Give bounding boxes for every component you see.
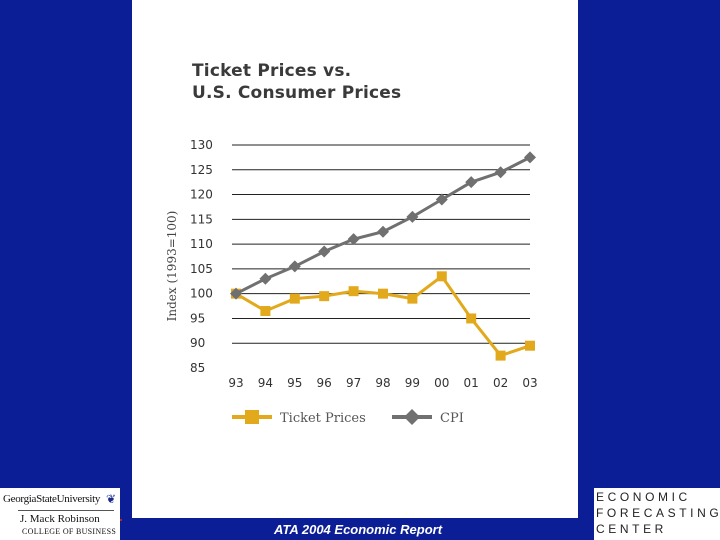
legend-marker: [404, 409, 420, 425]
legend-label: Ticket Prices: [280, 411, 366, 426]
y-tick-label: 95: [190, 311, 205, 325]
y-tick-label: 90: [190, 336, 205, 350]
y-tick-label: 100: [190, 287, 213, 301]
logo-line-economic: ECONOMIC: [596, 490, 691, 504]
chart-title: Ticket Prices vs. U.S. Consumer Prices: [192, 60, 401, 104]
data-point-ticket-prices: [289, 293, 300, 304]
x-tick-label: 99: [405, 376, 420, 390]
footer-bar: [122, 518, 594, 540]
logo-line-forecasting: FORECASTING: [596, 506, 720, 520]
x-tick-label: 00: [434, 376, 449, 390]
logo-divider: [18, 510, 114, 511]
data-point-ticket-prices: [407, 293, 418, 304]
data-point-cpi: [288, 260, 301, 273]
x-tick-label: 97: [346, 376, 361, 390]
data-point-cpi: [465, 176, 478, 189]
y-axis-label: Index (1993=100): [165, 211, 179, 322]
data-point-ticket-prices: [495, 350, 506, 361]
x-tick-label: 98: [375, 376, 390, 390]
data-point-ticket-prices: [260, 306, 271, 317]
x-tick-label: 02: [493, 376, 508, 390]
logo-line-center: CENTER: [596, 522, 667, 536]
data-point-ticket-prices: [525, 340, 535, 351]
data-point-ticket-prices: [436, 271, 447, 282]
logo-college-subtitle: COLLEGE OF BUSINESS: [22, 527, 117, 536]
x-tick-label: 94: [258, 376, 273, 390]
y-tick-label: 130: [190, 138, 213, 152]
legend-label: CPI: [440, 411, 464, 426]
logo-college-name: J. Mack Robinson: [20, 513, 100, 525]
data-point-cpi: [406, 210, 419, 223]
data-point-ticket-prices: [319, 291, 330, 302]
y-tick-label: 85: [190, 361, 205, 375]
y-tick-label: 120: [190, 188, 213, 202]
chart-title-line-2: U.S. Consumer Prices: [192, 83, 402, 103]
y-tick-label: 125: [190, 163, 213, 177]
data-point-cpi: [524, 151, 536, 164]
data-point-cpi: [377, 225, 389, 238]
data-point-ticket-prices: [348, 286, 359, 297]
x-tick-label: 93: [228, 376, 243, 390]
series-line-cpi: [235, 156, 531, 296]
logo-university-name: GeorgiaStateUniversity: [3, 493, 101, 505]
x-tick-label: 01: [464, 376, 479, 390]
slide-panel: [132, 0, 578, 540]
x-tick-label: 95: [287, 376, 302, 390]
flame-icon: ❦: [106, 492, 117, 506]
footer-text: ATA 2004 Economic Report: [273, 522, 443, 537]
y-tick-label: 110: [190, 237, 213, 251]
data-point-ticket-prices: [378, 288, 388, 299]
x-tick-label: 96: [317, 376, 332, 390]
data-point-ticket-prices: [466, 313, 477, 324]
data-point-cpi: [230, 287, 242, 300]
data-point-cpi: [318, 245, 331, 258]
data-point-cpi: [347, 233, 360, 246]
legend-marker: [245, 410, 259, 424]
y-tick-label: 115: [190, 212, 213, 226]
georgia-state-logo: GeorgiaStateUniversity ❦ J. Mack Robinso…: [0, 488, 120, 540]
economic-forecasting-center-logo: ECONOMIC FORECASTING CENTER: [594, 488, 720, 540]
data-point-cpi: [494, 166, 507, 179]
x-tick-label: 03: [522, 376, 537, 390]
chart-title-line-1: Ticket Prices vs.: [192, 61, 352, 81]
data-point-cpi: [259, 272, 272, 285]
data-point-cpi: [435, 193, 448, 206]
y-tick-label: 105: [190, 262, 213, 276]
